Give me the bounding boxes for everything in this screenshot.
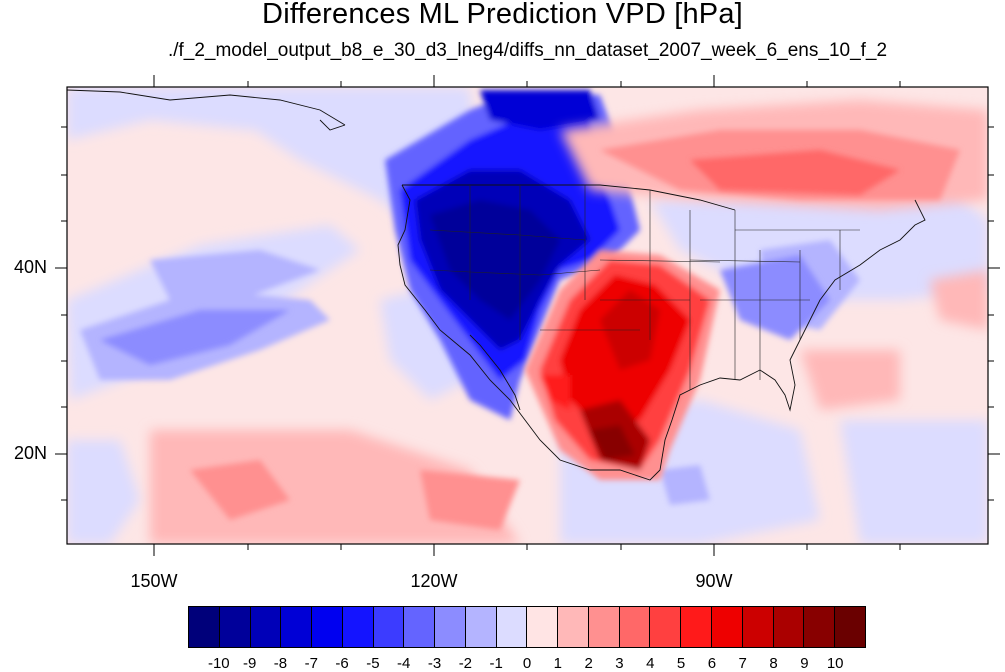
- colorbar-tick-label: 10: [826, 655, 844, 672]
- colorbar-swatch: [281, 607, 313, 647]
- colorbar-swatch: [804, 607, 836, 647]
- map-subtitle: ./f_2_model_output_b8_e_30_d3_lneg4/diff…: [167, 40, 888, 61]
- northern-positive-core: [690, 150, 900, 195]
- map-title: Differences ML Prediction VPD [hPa]: [262, 0, 743, 30]
- colorbar-tick-label: 0: [522, 655, 532, 672]
- coastlines: [67, 89, 926, 481]
- lon-label-90w: 90W: [695, 571, 733, 591]
- colorbar-swatch: [650, 607, 682, 647]
- colorbar-swatch: [312, 607, 343, 647]
- colorbar-swatch: [496, 607, 528, 647]
- colorbar-swatch: [527, 607, 559, 647]
- colorbar-tick-label: 3: [615, 655, 624, 672]
- colorbar-tick-label: 1: [553, 655, 562, 672]
- axis-ticks: [55, 75, 1000, 556]
- colorbar-tick-label: -4: [397, 655, 411, 672]
- lat-label-40n: 40N: [14, 257, 48, 277]
- colorbar-tick-label: 9: [800, 655, 809, 672]
- colorbar-tick-label: 2: [584, 655, 593, 672]
- colorbar-tick-label: -3: [427, 655, 442, 672]
- colorbar-tick-label: 6: [707, 655, 717, 672]
- colorbar-swatch: [712, 607, 743, 647]
- colorbar-tick-label: 7: [738, 655, 747, 672]
- colorbar-swatch: [681, 607, 713, 647]
- southern-positive-anomaly: [525, 250, 720, 480]
- colorbar-swatch: [373, 607, 405, 647]
- colorbar-swatch: [435, 607, 466, 647]
- colorbar-tick-label: 4: [646, 655, 655, 672]
- colorbar-tick-label: -9: [242, 655, 257, 672]
- vpd-difference-map: [55, 75, 1000, 556]
- colorbar-tick-label: 5: [676, 655, 686, 672]
- lat-label-20n: 20N: [14, 443, 48, 463]
- colorbar-tick-label: -6: [335, 655, 349, 672]
- colorbar-swatch: [189, 607, 220, 647]
- colorbar-swatch: [465, 607, 497, 647]
- colorbar-swatch: [619, 607, 651, 647]
- colorbar-tick-label: -7: [304, 655, 318, 672]
- colorbar-tick-label: -8: [273, 655, 288, 672]
- colorbar-tick-label: -1: [489, 655, 503, 672]
- colorbar-swatch: [773, 607, 805, 647]
- colorbar-swatch: [404, 607, 436, 647]
- colorbar-swatch: [250, 607, 282, 647]
- medium-negative-cores: [100, 255, 830, 365]
- colorbar-swatch: [588, 607, 620, 647]
- colorbar-tick-label: -5: [366, 655, 380, 672]
- colorbar-tick-label: -10: [207, 655, 230, 672]
- lon-label-150w: 150W: [130, 571, 178, 591]
- colorbar-swatch: [835, 607, 865, 647]
- state-boundaries: [429, 185, 860, 390]
- colorbar-tick-label: 8: [769, 655, 778, 672]
- colorbar-swatch: [742, 607, 774, 647]
- lon-label-120w: 120W: [410, 571, 458, 591]
- field-layer: [67, 87, 988, 544]
- colorbar-swatch: [342, 607, 374, 647]
- colorbar: [188, 606, 866, 648]
- colorbar-swatch: [219, 607, 251, 647]
- colorbar-tick-label: -2: [458, 655, 473, 672]
- colorbar-swatch: [558, 607, 589, 647]
